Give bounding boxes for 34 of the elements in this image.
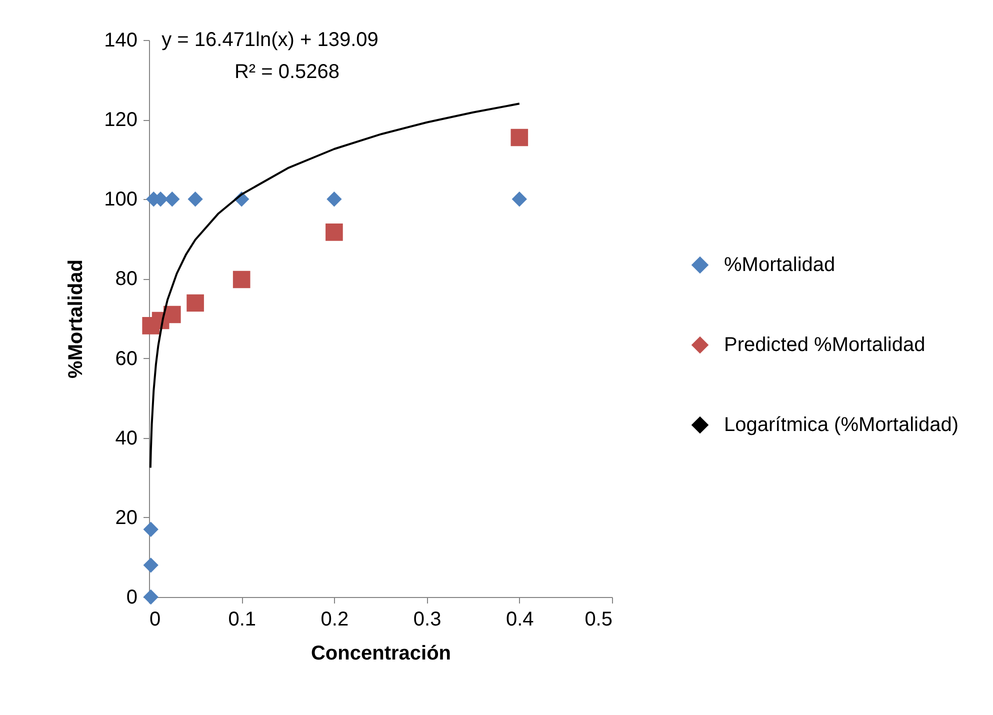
legend-label: Predicted %Mortalidad	[724, 334, 926, 356]
y-tick-label: 120	[104, 109, 138, 132]
point	[188, 192, 203, 207]
point	[326, 192, 342, 207]
x-tick-label: 0.4	[506, 608, 534, 630]
y-tick-label: 140	[104, 30, 138, 52]
point	[143, 589, 158, 605]
x-tick-label: 0	[150, 608, 161, 630]
point	[326, 224, 343, 241]
y-tick-label: 0	[126, 586, 138, 608]
legend-label: %Mortalidad	[724, 254, 836, 276]
x-tick-label: 0.2	[320, 608, 349, 630]
annotation: R² = 0.5268	[234, 61, 340, 83]
y-tick-label: 80	[115, 268, 138, 290]
x-axis-title: Concentración	[310, 642, 452, 664]
point	[143, 558, 158, 573]
point	[143, 522, 158, 537]
line-series	[149, 102, 520, 469]
legend-label: Logarítmica (%Mortalidad)	[724, 414, 959, 436]
x-tick-label: 0.1	[228, 608, 256, 630]
annotation: y = 16.471ln(x) + 139.09	[162, 29, 378, 51]
x-tick-label: 0.3	[413, 608, 442, 630]
point	[510, 128, 528, 146]
point	[186, 294, 204, 312]
y-tick-label: 100	[104, 188, 138, 211]
point	[164, 192, 180, 207]
x-tick-label: 0.5	[584, 608, 612, 630]
point	[232, 270, 250, 288]
y-tick-label: 20	[115, 506, 138, 529]
y-tick-label: 60	[115, 348, 138, 370]
y-tick-label: 40	[115, 427, 138, 450]
y-axis-title: %Mortalidad	[65, 260, 88, 378]
point	[512, 192, 527, 207]
point	[163, 306, 181, 324]
